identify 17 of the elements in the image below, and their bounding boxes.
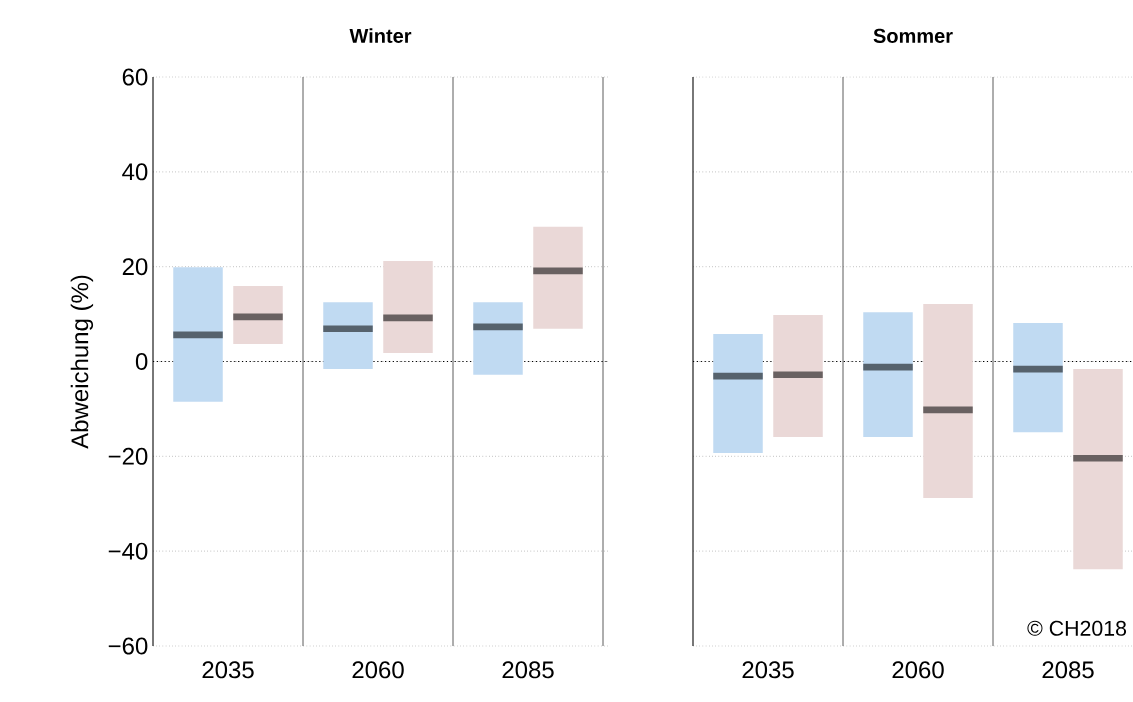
x-tick-label: 2035: [742, 661, 794, 679]
y-tick-label: 20: [122, 258, 148, 276]
x-tick-label: 2085: [1042, 661, 1094, 679]
y-tick-label: 0: [135, 352, 148, 370]
x-tick-label: 2085: [502, 661, 554, 679]
annotation: © CH2018: [1027, 620, 1127, 636]
x-tick-label: 2060: [352, 661, 404, 679]
y-axis-title: Abweichung (%): [70, 275, 94, 449]
y-tick-label: 40: [122, 163, 148, 181]
chart-title: Sommer: [873, 28, 953, 43]
y-tick-label: −20: [108, 447, 148, 465]
y-tick-label: −40: [108, 542, 148, 560]
chart-title: Winter: [349, 28, 412, 43]
y-tick-label: 60: [122, 68, 148, 86]
x-tick-label: 2060: [892, 661, 944, 679]
x-tick-label: 2035: [202, 661, 254, 679]
y-tick-label: −60: [108, 637, 148, 655]
